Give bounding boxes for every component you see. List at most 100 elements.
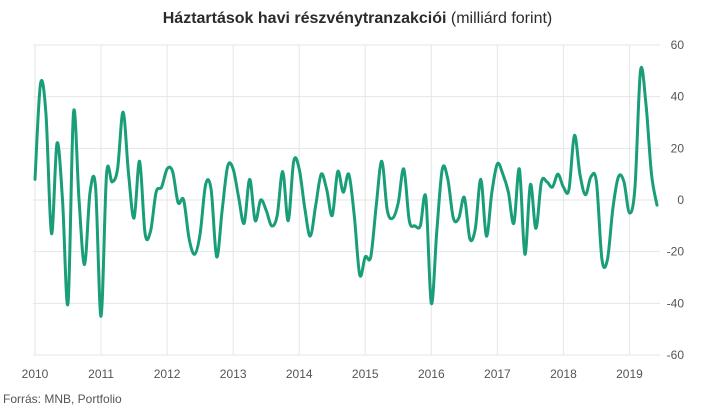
data-point-106 [617,175,620,178]
data-point-99 [578,173,581,176]
data-point-25 [171,170,174,173]
data-point-33 [215,255,218,258]
data-point-53 [325,188,328,191]
data-point-112 [650,173,653,176]
data-point-61 [369,255,372,258]
data-point-71 [424,196,427,199]
data-point-100 [584,193,587,196]
data-point-57 [347,173,350,176]
data-point-55 [336,170,339,173]
data-point-90 [529,183,532,186]
data-point-56 [342,191,345,194]
data-point-84 [496,162,499,165]
data-point-64 [386,209,389,212]
data-point-24 [166,168,169,171]
data-point-26 [177,201,180,204]
x-tick-label: 2018 [550,367,577,381]
data-point-17 [127,173,130,176]
data-point-97 [567,188,570,191]
data-point-54 [331,214,334,217]
data-point-10 [89,191,92,194]
data-point-58 [353,214,356,217]
data-point-103 [600,258,603,261]
data-point-108 [628,211,631,214]
x-tick-label: 2013 [220,367,247,381]
data-point-105 [611,206,614,209]
data-point-0 [34,178,37,181]
x-tick-label: 2012 [154,367,181,381]
data-point-40 [254,219,257,222]
data-point-19 [138,160,141,163]
data-point-86 [507,191,510,194]
line-chart: 60 40 20 0 -20 -40 -60 2010 2011 2012 2013 2014 2015… [22,38,685,381]
data-point-28 [188,237,191,240]
chart-title-text: Háztartások havi részvénytranzakciói [162,10,447,27]
data-point-81 [479,178,482,181]
chart-unit-subtitle: (milliárd forint) [450,10,553,27]
data-point-69 [413,224,416,227]
data-point-87 [512,222,515,225]
data-point-75 [446,178,449,181]
data-point-38 [243,222,246,225]
data-point-113 [656,204,659,207]
data-point-76 [452,217,455,220]
series-line [33,66,659,318]
x-tick-label: 2017 [484,367,511,381]
data-point-52 [320,173,323,176]
data-point-77 [457,217,460,220]
data-point-96 [562,186,565,189]
y-tick-label: 20 [671,141,685,155]
data-point-63 [380,160,383,163]
data-point-109 [633,186,636,189]
data-point-39 [248,178,251,181]
data-point-9 [83,263,86,266]
data-point-6 [67,302,70,305]
data-point-43 [270,224,273,227]
data-point-92 [540,180,543,183]
data-point-41 [259,199,262,202]
data-point-46 [287,219,290,222]
data-point-59 [358,273,361,276]
data-point-80 [474,227,477,230]
data-point-32 [210,188,213,191]
data-point-5 [61,199,64,202]
data-point-8 [78,199,81,202]
source-note: Forrás: MNB, Portfolio [3,392,122,406]
data-point-93 [545,180,548,183]
data-point-2 [45,113,48,116]
data-point-12 [100,315,103,318]
data-point-104 [606,258,609,261]
data-point-88 [518,168,521,171]
data-point-79 [468,237,471,240]
data-point-31 [204,183,207,186]
data-point-3 [50,232,53,235]
data-point-111 [644,103,647,106]
data-point-14 [111,180,114,183]
data-point-89 [523,253,526,256]
data-point-94 [551,186,554,189]
y-tick-label: -60 [667,348,685,362]
data-point-78 [463,196,466,199]
data-point-74 [441,168,444,171]
data-point-107 [622,180,625,183]
data-point-42 [265,209,268,212]
data-point-11 [94,186,97,189]
data-point-62 [375,204,378,207]
data-point-16 [122,111,125,114]
data-point-68 [408,219,411,222]
x-tick-label: 2015 [352,367,379,381]
data-point-70 [419,224,422,227]
y-tick-label: -20 [667,245,685,259]
x-tick-label: 2011 [88,367,114,381]
data-point-60 [364,255,367,258]
data-point-45 [281,170,284,173]
y-tick-label: 40 [671,90,685,104]
y-tick-label: -40 [667,296,685,310]
data-point-48 [298,168,301,171]
data-point-4 [56,142,59,145]
x-tick-label: 2016 [418,367,445,381]
y-tick-label: 0 [677,193,684,207]
x-tick-label: 2014 [286,367,313,381]
data-point-30 [199,232,202,235]
data-point-91 [534,227,537,230]
